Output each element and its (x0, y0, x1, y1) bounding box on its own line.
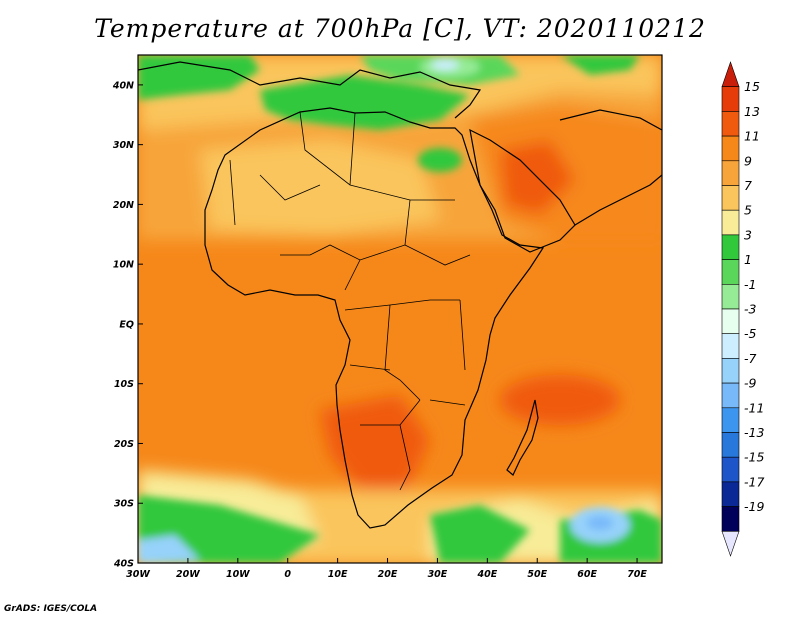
colorbar-swatch (721, 358, 740, 384)
y-tick-label: 10N (113, 260, 134, 271)
colorbar-label: 13 (744, 104, 760, 119)
colorbar-swatch (721, 456, 740, 483)
colorbar-swatch (721, 530, 740, 557)
colorbar-label: -11 (744, 400, 764, 415)
x-tick-label: 70E (627, 569, 647, 580)
colorbar-swatch (721, 259, 740, 285)
colorbar-swatch (721, 308, 740, 335)
grads-credit: GrADS: IGES/COLA (4, 604, 98, 614)
x-tick-label: 20W (176, 569, 200, 580)
colorbar-label: 5 (744, 203, 752, 218)
coastlines (138, 61, 662, 529)
madagascar-coastline (506, 399, 539, 476)
x-tick-label: 30W (126, 569, 150, 580)
colorbar-label: -15 (744, 450, 764, 465)
colorbar-swatch (721, 209, 740, 236)
x-tick-label: 10W (226, 569, 250, 580)
colorbar-swatch (721, 432, 740, 458)
colorbar-swatch (721, 283, 740, 310)
x-axis: 30W 20W 10W 0 10E 20E 30E 40E 50E 60E 70E (126, 558, 647, 580)
colorbar-label: -19 (744, 499, 764, 514)
colorbar-label: -9 (744, 376, 757, 391)
colorbar-swatch (721, 506, 740, 532)
colorbar-label: -17 (744, 474, 764, 489)
colorbar-label: 15 (744, 79, 760, 94)
colorbar-swatch (721, 135, 740, 162)
colorbar-swatch (721, 407, 740, 433)
colorbar-label: 7 (744, 178, 752, 193)
y-axis: 40N 30N 20N 10N EQ 10S 20S 30S 40S (112, 80, 143, 570)
y-tick-label: 20N (113, 200, 134, 211)
y-tick-label: 30S (114, 499, 134, 510)
x-tick-label: 50E (527, 569, 547, 580)
colorbar-swatch (721, 333, 740, 359)
europe-coastline (138, 61, 482, 119)
y-tick-label: 10S (114, 379, 134, 390)
colorbar-label: -7 (744, 351, 757, 366)
asia-coastline (559, 109, 662, 226)
colorbar-label: 9 (744, 153, 752, 168)
y-tick-label: 20S (114, 439, 134, 450)
x-tick-label: 10E (328, 569, 348, 580)
country-borders (229, 111, 471, 491)
chart-title: Temperature at 700hPa [C], VT: 202011021… (94, 14, 706, 43)
x-tick-label: 0 (284, 569, 291, 580)
colorbar-label: -1 (744, 277, 756, 292)
colorbar-label: 3 (744, 227, 752, 242)
x-tick-label: 20E (378, 569, 398, 580)
colorbar-label: -13 (744, 425, 764, 440)
colorbar-label: -5 (744, 326, 757, 341)
colorbar-label: 1 (744, 252, 752, 267)
colorbar: 15 13 11 9 7 5 3 1 -1 -3 -5 -7 -9 -11 -13 -15 -17 -19 (721, 61, 764, 557)
colorbar-label: -3 (744, 302, 757, 317)
x-tick-label: 30E (428, 569, 448, 580)
x-tick-label: 40E (476, 569, 497, 580)
colorbar-swatch (721, 234, 740, 260)
y-tick-label: EQ (119, 319, 134, 330)
colorbar-swatch (721, 481, 740, 507)
x-tick-label: 60E (577, 569, 597, 580)
colorbar-swatch (721, 61, 740, 87)
colorbar-label: 11 (744, 129, 760, 144)
colorbar-swatch (721, 382, 740, 409)
temperature-field (138, 55, 662, 563)
arabia-coastline (469, 128, 576, 253)
y-tick-label: 40N (112, 80, 134, 91)
y-tick-label: 40S (113, 559, 134, 570)
map-frame (137, 54, 663, 564)
colorbar-swatch (721, 111, 740, 137)
y-tick-label: 30N (113, 140, 134, 151)
colorbar-swatch (721, 185, 740, 211)
colorbar-swatch (721, 86, 740, 112)
africa-coastline (204, 107, 545, 529)
colorbar-swatch (721, 160, 740, 186)
